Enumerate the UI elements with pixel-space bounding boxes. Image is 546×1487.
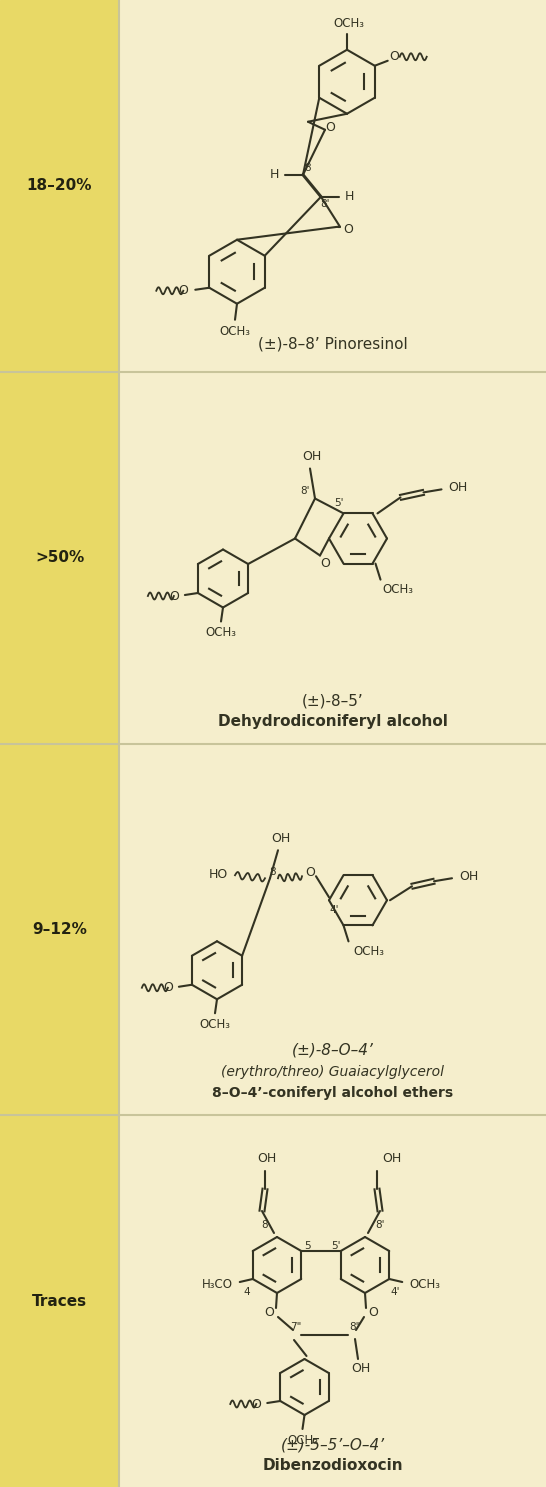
Text: OCH₃: OCH₃ bbox=[219, 326, 251, 338]
Text: O: O bbox=[320, 558, 330, 570]
Text: O: O bbox=[264, 1307, 274, 1319]
Text: OCH₃: OCH₃ bbox=[383, 583, 413, 596]
Text: 8': 8' bbox=[321, 199, 330, 208]
Text: H: H bbox=[270, 168, 279, 181]
Bar bbox=[0, 0, 119, 1487]
Text: O: O bbox=[305, 865, 315, 879]
Text: 4': 4' bbox=[390, 1288, 400, 1297]
Text: OCH₃: OCH₃ bbox=[353, 944, 384, 958]
Text: OCH₃: OCH₃ bbox=[199, 1017, 230, 1030]
Text: 5': 5' bbox=[334, 498, 343, 509]
Text: OH: OH bbox=[257, 1152, 277, 1166]
Text: 5': 5' bbox=[331, 1242, 341, 1251]
Text: OH: OH bbox=[459, 870, 478, 883]
Text: OH: OH bbox=[382, 1152, 401, 1166]
Text: 18–20%: 18–20% bbox=[27, 178, 92, 193]
Text: HO: HO bbox=[209, 868, 228, 880]
Text: 8–O–4’-coniferyl alcohol ethers: 8–O–4’-coniferyl alcohol ethers bbox=[212, 1086, 453, 1100]
Text: O: O bbox=[163, 981, 173, 995]
Text: O: O bbox=[343, 223, 353, 236]
Text: Dehydrodiconiferyl alcohol: Dehydrodiconiferyl alcohol bbox=[217, 714, 448, 729]
Text: >50%: >50% bbox=[35, 550, 84, 565]
Text: O: O bbox=[325, 122, 335, 134]
Text: H: H bbox=[345, 190, 354, 204]
Text: OH: OH bbox=[271, 831, 290, 845]
Text: O: O bbox=[179, 284, 188, 297]
Text: 8: 8 bbox=[262, 1219, 268, 1230]
Text: O: O bbox=[389, 51, 399, 64]
Text: H₃CO: H₃CO bbox=[202, 1277, 233, 1291]
Text: OH: OH bbox=[448, 480, 468, 494]
Text: 8': 8' bbox=[375, 1219, 385, 1230]
Text: (±)-8–5’: (±)-8–5’ bbox=[301, 694, 364, 709]
Text: 4: 4 bbox=[244, 1288, 250, 1297]
Text: OCH₃: OCH₃ bbox=[334, 18, 365, 30]
Text: OCH₃: OCH₃ bbox=[410, 1277, 440, 1291]
Text: 4': 4' bbox=[329, 906, 339, 916]
Text: 8': 8' bbox=[300, 486, 310, 497]
Text: O: O bbox=[169, 589, 179, 602]
Text: (erythro/threo) Guaiacylglycerol: (erythro/threo) Guaiacylglycerol bbox=[221, 1065, 444, 1080]
Text: OCH₃: OCH₃ bbox=[287, 1435, 318, 1447]
Text: OCH₃: OCH₃ bbox=[205, 626, 236, 639]
Text: (±)-8–8’ Pinoresinol: (±)-8–8’ Pinoresinol bbox=[258, 336, 407, 351]
Text: 8: 8 bbox=[305, 162, 311, 172]
Text: O: O bbox=[368, 1307, 378, 1319]
Text: 7": 7" bbox=[290, 1322, 302, 1332]
Bar bbox=[119, 0, 546, 1487]
Text: 8: 8 bbox=[270, 867, 276, 877]
Text: 9–12%: 9–12% bbox=[32, 922, 87, 937]
Text: OH: OH bbox=[352, 1362, 371, 1374]
Text: (±)-5–5’–O–4’: (±)-5–5’–O–4’ bbox=[281, 1438, 384, 1453]
Text: OH: OH bbox=[302, 451, 322, 462]
Text: 5: 5 bbox=[304, 1242, 311, 1251]
Text: (±)-8–O–4’: (±)-8–O–4’ bbox=[292, 1042, 373, 1057]
Text: Dibenzodioxocin: Dibenzodioxocin bbox=[262, 1457, 403, 1472]
Text: 8": 8" bbox=[349, 1322, 361, 1332]
Text: O: O bbox=[251, 1398, 261, 1411]
Text: Traces: Traces bbox=[32, 1294, 87, 1309]
